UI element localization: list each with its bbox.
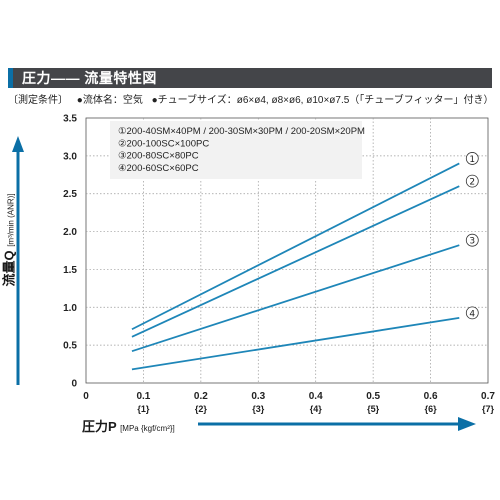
y-tick-label: 0.5 [63,341,77,352]
y-tick-label: 1.5 [63,265,77,276]
x-tick-label-secondary: {5} [367,404,380,414]
y-tick-label: 2.0 [63,227,77,238]
y-tick-label: 0 [71,379,77,390]
series-marker-label: 1 [469,155,475,165]
series-marker-circle [465,233,479,247]
series-line-4 [131,316,460,371]
title-bar: 圧力―― 流量特性図 [8,68,492,88]
y-tick-label: 1.0 [63,303,77,314]
x-tick-label-secondary: {3} [252,404,265,414]
x-axis-arrowhead [458,417,476,431]
legend-entry: ③200-80SC×80PC [118,151,199,162]
measurement-conditions: 〔測定条件〕 ●流体名：空気 ●チューブサイズ：ø6×ø4, ø8×ø6, ø1… [8,94,500,108]
y-axis-label: 流量Q [m³/min (ANR)] [0,193,18,286]
x-tick-label-secondary: {6} [425,404,438,414]
series-marker-circle [465,174,479,188]
x-axis-unit: [MPa {kgf/cm²}] [120,424,175,433]
series-marker-label: 4 [469,309,475,319]
series-marker-circle [465,152,479,165]
chart-title: 圧力―― 流量特性図 [22,70,157,86]
y-axis-unit: [m³/min (ANR)] [6,193,16,247]
x-tick-label: 0.7 [481,391,495,402]
series-line-2 [131,185,460,338]
title-accent [8,68,13,88]
legend-entry: ②200-100SC×100PC [118,138,209,149]
x-tick-label-secondary: {2} [195,404,208,414]
x-axis-label: 圧力P [MPa {kgf/cm²}] [82,416,175,435]
x-axis-title: 圧力P [82,419,117,434]
y-tick-label: 3.0 [63,151,77,162]
series-marker-circle [465,306,479,320]
legend-entry: ④200-60SC×60PC [118,163,199,174]
y-axis-arrowhead [12,136,24,152]
conditions-label: 〔測定条件〕 [8,95,68,106]
x-tick-label: 0.1 [136,391,150,402]
x-tick-label: 0.5 [366,391,380,402]
x-tick-label: 0.3 [251,391,265,402]
tube-condition: ●チューブサイズ：ø6×ø4, ø8×ø6, ø10×ø7.5（「チューブフィッ… [151,95,494,106]
x-tick-label-secondary: {4} [310,404,323,414]
fluid-condition: ●流体名：空気 [76,95,143,106]
x-tick-label: 0.6 [424,391,438,402]
y-axis-title: 流量Q [1,250,17,287]
series-marker-label: 2 [469,178,475,188]
y-tick-label: 3.5 [63,114,77,125]
y-tick-label: 2.5 [63,189,77,200]
x-tick-label-secondary: {1} [137,404,150,414]
series-line-3 [131,244,460,353]
x-tick-label-secondary: {7} [482,404,495,414]
series-line-1 [131,162,460,331]
x-tick-label: 0.4 [309,391,323,402]
legend-box [110,121,362,179]
x-tick-label: 0 [83,391,89,402]
x-tick-label: 0.2 [194,391,208,402]
series-marker-label: 3 [469,237,475,247]
legend-entry: ①200-40SM×40PM / 200-30SM×30PM / 200-20S… [118,126,365,137]
